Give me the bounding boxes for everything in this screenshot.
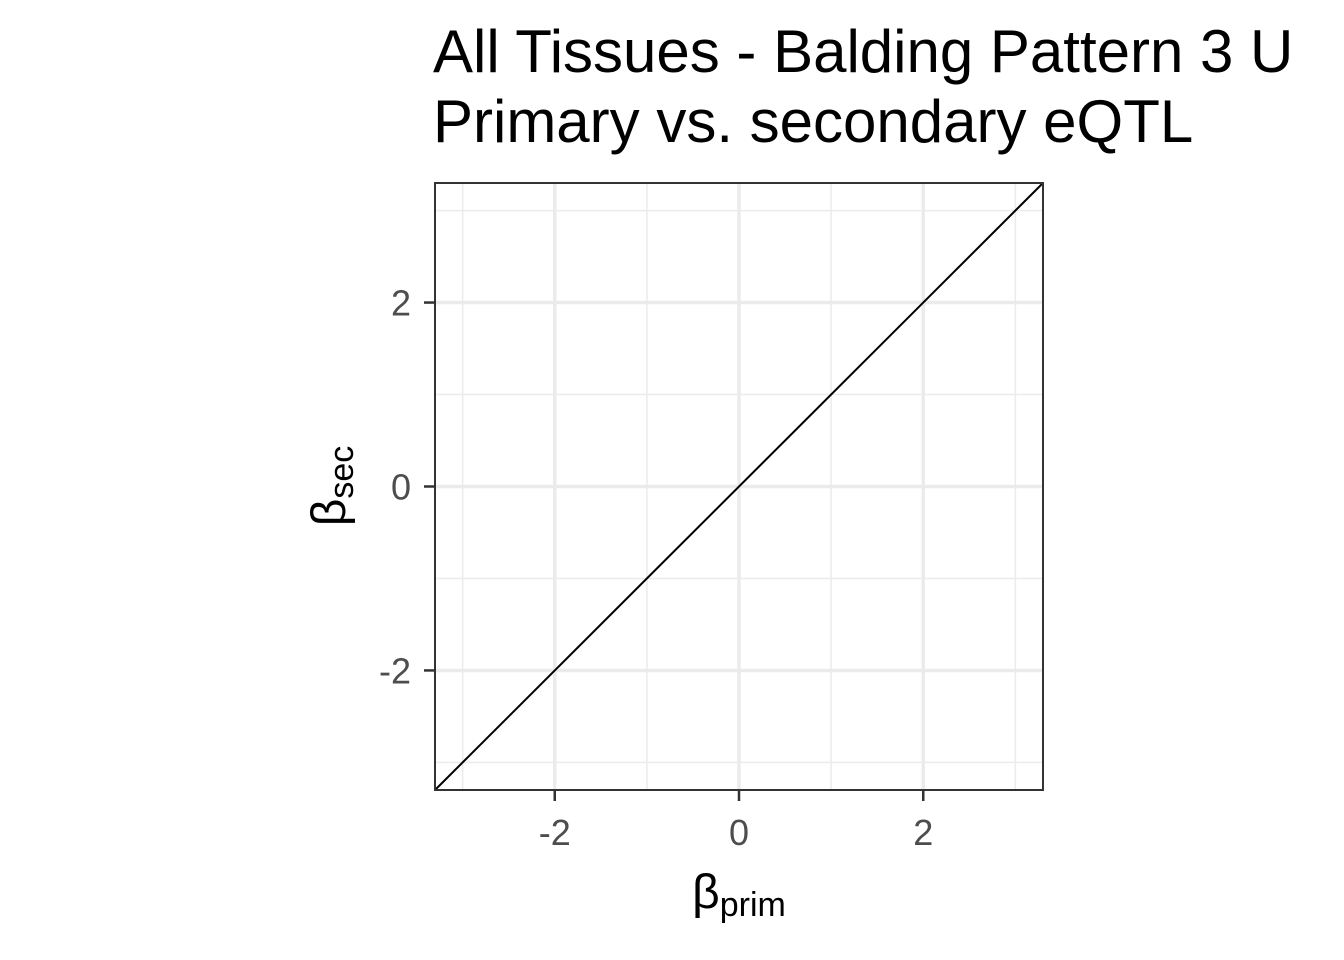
chart-subtitle: Primary vs. secondary eQTL [433, 88, 1193, 155]
series-layer [434, 182, 1044, 791]
x-axis-label-symbol: β [692, 866, 720, 919]
plot-panel [434, 182, 1044, 791]
identity-line [434, 182, 1044, 791]
x-tick-label: -2 [539, 812, 571, 853]
y-axis: -2 0 2 [379, 283, 435, 691]
y-tick-label: 2 [391, 283, 411, 324]
y-axis-label-symbol: β [303, 499, 356, 527]
x-tick-label: 2 [913, 812, 933, 853]
y-axis-label: βsec [303, 446, 361, 527]
x-axis: -2 0 2 [539, 790, 933, 853]
x-axis-label: βprim [692, 866, 786, 924]
chart-title: All Tissues - Balding Pattern 3 U [433, 18, 1293, 85]
x-axis-label-subscript: prim [720, 886, 786, 924]
y-tick-label: -2 [379, 650, 411, 691]
y-axis-label-subscript: sec [323, 446, 361, 499]
y-tick-label: 0 [391, 467, 411, 508]
x-tick-label: 0 [729, 812, 749, 853]
